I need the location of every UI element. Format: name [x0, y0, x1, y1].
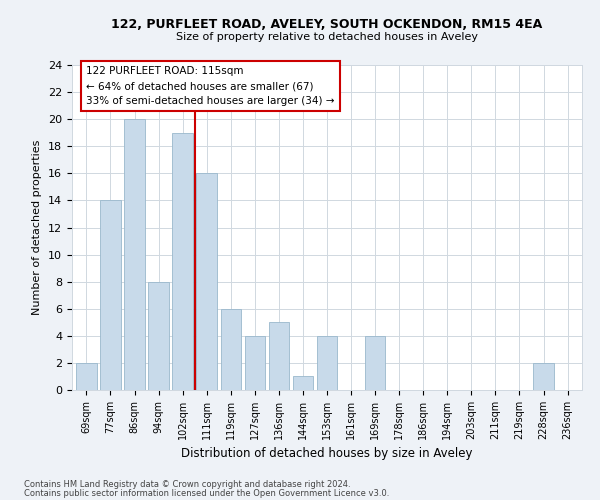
Text: 122, PURFLEET ROAD, AVELEY, SOUTH OCKENDON, RM15 4EA: 122, PURFLEET ROAD, AVELEY, SOUTH OCKEND…: [112, 18, 542, 30]
Bar: [269, 322, 289, 390]
Bar: [100, 200, 121, 390]
Bar: [124, 119, 145, 390]
Text: Size of property relative to detached houses in Aveley: Size of property relative to detached ho…: [176, 32, 478, 42]
Bar: [365, 336, 385, 390]
Bar: [245, 336, 265, 390]
Bar: [317, 336, 337, 390]
Text: Contains public sector information licensed under the Open Government Licence v3: Contains public sector information licen…: [24, 488, 389, 498]
Bar: [76, 363, 97, 390]
Text: Contains HM Land Registry data © Crown copyright and database right 2024.: Contains HM Land Registry data © Crown c…: [24, 480, 350, 489]
X-axis label: Distribution of detached houses by size in Aveley: Distribution of detached houses by size …: [181, 448, 473, 460]
Text: 122 PURFLEET ROAD: 115sqm
← 64% of detached houses are smaller (67)
33% of semi-: 122 PURFLEET ROAD: 115sqm ← 64% of detac…: [86, 66, 335, 106]
Bar: [293, 376, 313, 390]
Bar: [148, 282, 169, 390]
Bar: [172, 132, 193, 390]
Y-axis label: Number of detached properties: Number of detached properties: [32, 140, 43, 315]
Bar: [221, 308, 241, 390]
Bar: [533, 363, 554, 390]
Bar: [196, 174, 217, 390]
